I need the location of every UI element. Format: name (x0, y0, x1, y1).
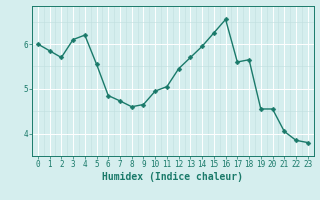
X-axis label: Humidex (Indice chaleur): Humidex (Indice chaleur) (102, 172, 243, 182)
